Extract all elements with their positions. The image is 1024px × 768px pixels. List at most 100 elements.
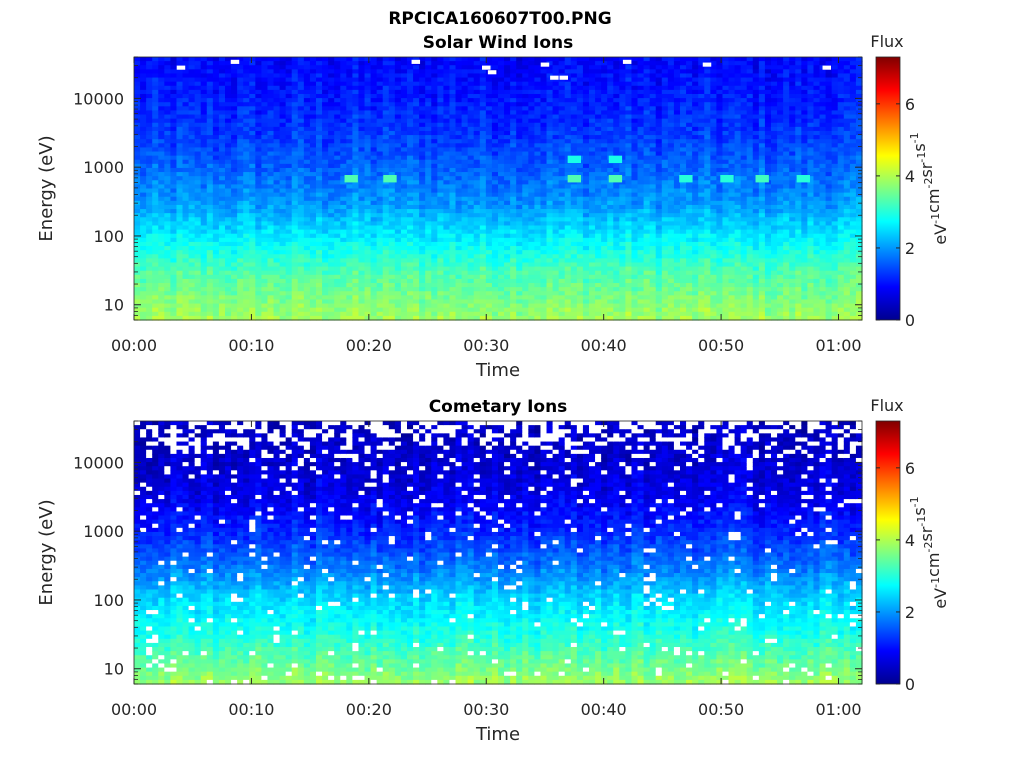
heatmap-cell xyxy=(449,233,457,239)
heatmap-cell xyxy=(510,213,517,218)
heatmap-cell xyxy=(322,159,329,165)
heatmap-cell xyxy=(510,130,517,136)
heatmap-cell xyxy=(419,225,426,231)
heatmap-cell xyxy=(273,151,281,157)
heatmap-cell xyxy=(601,106,608,112)
heatmap-cell xyxy=(516,274,523,280)
heatmap-cell xyxy=(534,147,542,153)
heatmap-cell xyxy=(218,258,226,264)
heatmap-cell xyxy=(164,278,171,284)
heatmap-cell xyxy=(388,217,396,222)
heatmap-cell xyxy=(273,184,281,190)
heatmap-cell xyxy=(407,69,414,75)
heatmap-cell xyxy=(534,315,542,321)
heatmap-cell xyxy=(382,102,390,107)
heatmap-cell xyxy=(309,204,317,210)
heatmap-cell xyxy=(328,98,335,103)
heatmap-cell xyxy=(316,65,323,70)
heatmap-cell xyxy=(485,204,493,210)
heatmap-cell xyxy=(237,89,244,95)
heatmap-cell xyxy=(200,315,208,321)
heatmap-cell xyxy=(340,93,347,99)
heatmap-cell xyxy=(297,139,305,144)
heatmap-cell xyxy=(255,274,262,280)
heatmap-cell xyxy=(491,118,499,124)
heatmap-cell xyxy=(455,278,463,284)
heatmap-cell xyxy=(407,77,414,83)
heatmap-cell xyxy=(558,167,566,173)
heatmap-cell xyxy=(564,209,572,214)
heatmap-cell xyxy=(522,167,529,173)
heatmap-cell xyxy=(194,307,202,313)
heatmap-cell xyxy=(546,209,554,214)
heatmap-cell xyxy=(479,299,487,305)
heatmap-cell xyxy=(485,200,493,206)
heatmap-cell xyxy=(237,204,244,210)
heatmap-cell xyxy=(534,110,542,116)
heatmap-cell xyxy=(328,73,335,79)
heatmap-cell xyxy=(291,303,299,309)
heatmap-cell xyxy=(534,246,542,251)
heatmap-cell xyxy=(388,225,396,231)
heatmap-cell xyxy=(425,139,432,144)
heatmap-cell xyxy=(225,57,232,62)
heatmap-cell xyxy=(370,77,378,83)
heatmap-cell xyxy=(231,278,238,284)
heatmap-cell xyxy=(479,155,487,161)
heatmap-cell xyxy=(467,89,475,95)
heatmap-cell xyxy=(140,262,147,268)
heatmap-cell xyxy=(388,167,396,173)
heatmap-cell xyxy=(176,98,184,103)
heatmap-cell xyxy=(467,188,475,194)
heatmap-cell xyxy=(540,176,548,181)
heatmap-cell xyxy=(388,77,396,83)
heatmap-cell xyxy=(576,311,584,317)
heatmap-cell xyxy=(188,188,196,194)
heatmap-cell xyxy=(212,278,220,284)
heatmap-cell xyxy=(194,172,202,177)
heatmap-cell xyxy=(498,250,505,255)
heatmap-cell xyxy=(273,126,281,132)
heatmap-cell xyxy=(152,151,159,157)
heatmap-cell xyxy=(273,114,281,120)
heatmap-cell xyxy=(364,237,372,243)
heatmap-cell xyxy=(194,213,202,218)
heatmap-cell xyxy=(340,270,347,276)
heatmap-cell xyxy=(431,217,438,222)
heatmap-cell xyxy=(334,61,341,66)
heatmap-cell xyxy=(522,225,529,231)
heatmap-cell xyxy=(407,159,414,165)
heatmap-cell xyxy=(194,139,202,144)
heatmap-cell xyxy=(443,291,451,296)
heatmap-cell xyxy=(370,118,378,124)
heatmap-cell xyxy=(413,315,420,321)
heatmap-cell xyxy=(200,61,208,66)
heatmap-cell xyxy=(595,311,602,317)
heatmap-cell xyxy=(473,114,481,120)
heatmap-cell xyxy=(589,57,596,62)
heatmap-cell xyxy=(601,180,608,185)
heatmap-cell xyxy=(540,57,548,62)
heatmap-cell xyxy=(576,287,584,292)
heatmap-cell xyxy=(273,69,281,75)
heatmap-cell xyxy=(146,110,153,116)
heatmap-cell xyxy=(473,200,481,206)
heatmap-cell xyxy=(152,155,159,161)
heatmap-cell xyxy=(340,106,347,112)
heatmap-cell xyxy=(285,311,293,317)
heatmap-cell xyxy=(394,188,402,194)
heatmap-cell xyxy=(364,266,372,272)
heatmap-cell xyxy=(558,196,566,202)
heatmap-cell xyxy=(400,89,408,95)
heatmap-cell xyxy=(267,283,275,288)
heatmap-cell xyxy=(200,69,208,75)
heatmap-cell xyxy=(461,110,469,116)
heatmap-cell xyxy=(346,159,353,165)
heatmap-cell xyxy=(279,102,287,107)
heatmap-cell xyxy=(479,258,487,264)
heatmap-cell xyxy=(443,188,451,194)
heatmap-cell xyxy=(279,291,287,296)
heatmap-cell xyxy=(352,291,360,296)
heatmap-cell xyxy=(510,299,517,305)
heatmap-cell xyxy=(243,65,250,70)
